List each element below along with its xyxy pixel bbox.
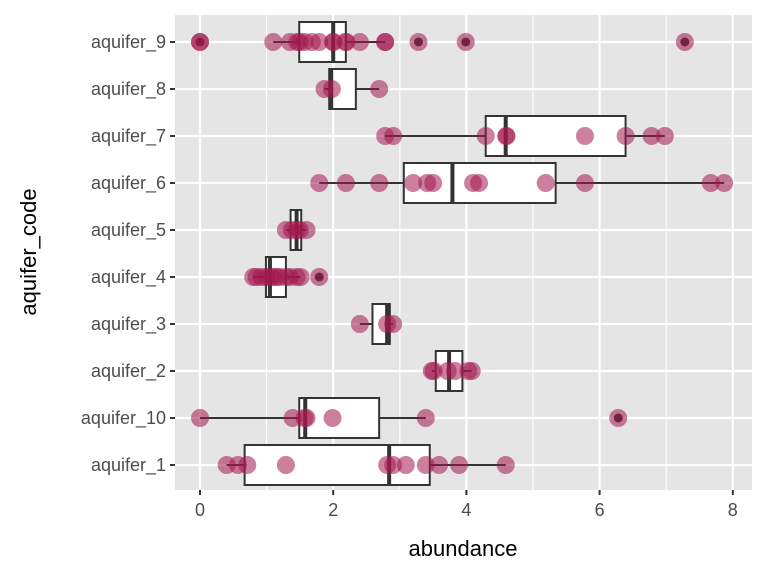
y-tick-label: aquifer_3 (91, 314, 166, 335)
data-point (409, 33, 428, 51)
data-point (701, 174, 720, 192)
data-point (496, 456, 515, 474)
data-point (337, 33, 356, 51)
data-point (416, 409, 435, 427)
data-point (675, 33, 694, 51)
plot-panel (175, 15, 752, 490)
data-point (323, 409, 342, 427)
data-point (310, 174, 329, 192)
data-point (310, 268, 329, 286)
data-point (456, 33, 475, 51)
data-point (536, 174, 555, 192)
data-point (416, 456, 435, 474)
y-tick-label: aquifer_1 (91, 455, 166, 476)
data-point (350, 315, 369, 333)
data-point (430, 456, 449, 474)
data-point (462, 362, 481, 380)
data-point (264, 33, 283, 51)
data-point (616, 127, 635, 145)
y-tick-label: aquifer_5 (91, 220, 166, 241)
y-tick-label: aquifer_8 (91, 79, 166, 100)
y-tick-label: aquifer_4 (91, 267, 166, 288)
x-tick-label: 4 (461, 500, 471, 520)
data-point (450, 456, 469, 474)
data-point (642, 127, 661, 145)
data-point (497, 127, 516, 145)
data-point (322, 80, 341, 98)
data-point (446, 362, 465, 380)
y-tick-label: aquifer_6 (91, 173, 166, 194)
x-tick-label: 0 (195, 500, 205, 520)
data-point (370, 174, 389, 192)
data-point (609, 409, 628, 427)
data-point (310, 33, 329, 51)
x-axis-title: abundance (409, 536, 518, 561)
data-point (575, 127, 594, 145)
y-axis-title: aquifer_code (16, 188, 41, 315)
data-point (291, 268, 310, 286)
data-point (476, 127, 495, 145)
data-point (424, 174, 443, 192)
data-point (336, 174, 355, 192)
data-point (376, 33, 395, 51)
data-point (404, 174, 423, 192)
data-point (396, 456, 415, 474)
data-point (384, 456, 403, 474)
data-point (715, 174, 734, 192)
x-tick-label: 6 (595, 500, 605, 520)
y-tick-label: aquifer_2 (91, 361, 166, 382)
data-point (238, 456, 257, 474)
data-point (297, 409, 316, 427)
y-tick-label: aquifer_10 (81, 408, 166, 429)
data-point (424, 362, 443, 380)
data-point (370, 80, 389, 98)
data-point (384, 315, 403, 333)
data-point (276, 456, 295, 474)
data-point (350, 33, 369, 51)
data-point (384, 127, 403, 145)
data-point (191, 409, 209, 427)
x-tick-label: 8 (728, 500, 738, 520)
data-point (575, 174, 594, 192)
data-point (191, 33, 209, 51)
y-tick-label: aquifer_9 (91, 32, 166, 53)
x-tick-label: 2 (328, 500, 338, 520)
data-point (655, 127, 674, 145)
data-point (297, 221, 316, 239)
y-tick-label: aquifer_7 (91, 126, 166, 147)
data-point (470, 174, 489, 192)
